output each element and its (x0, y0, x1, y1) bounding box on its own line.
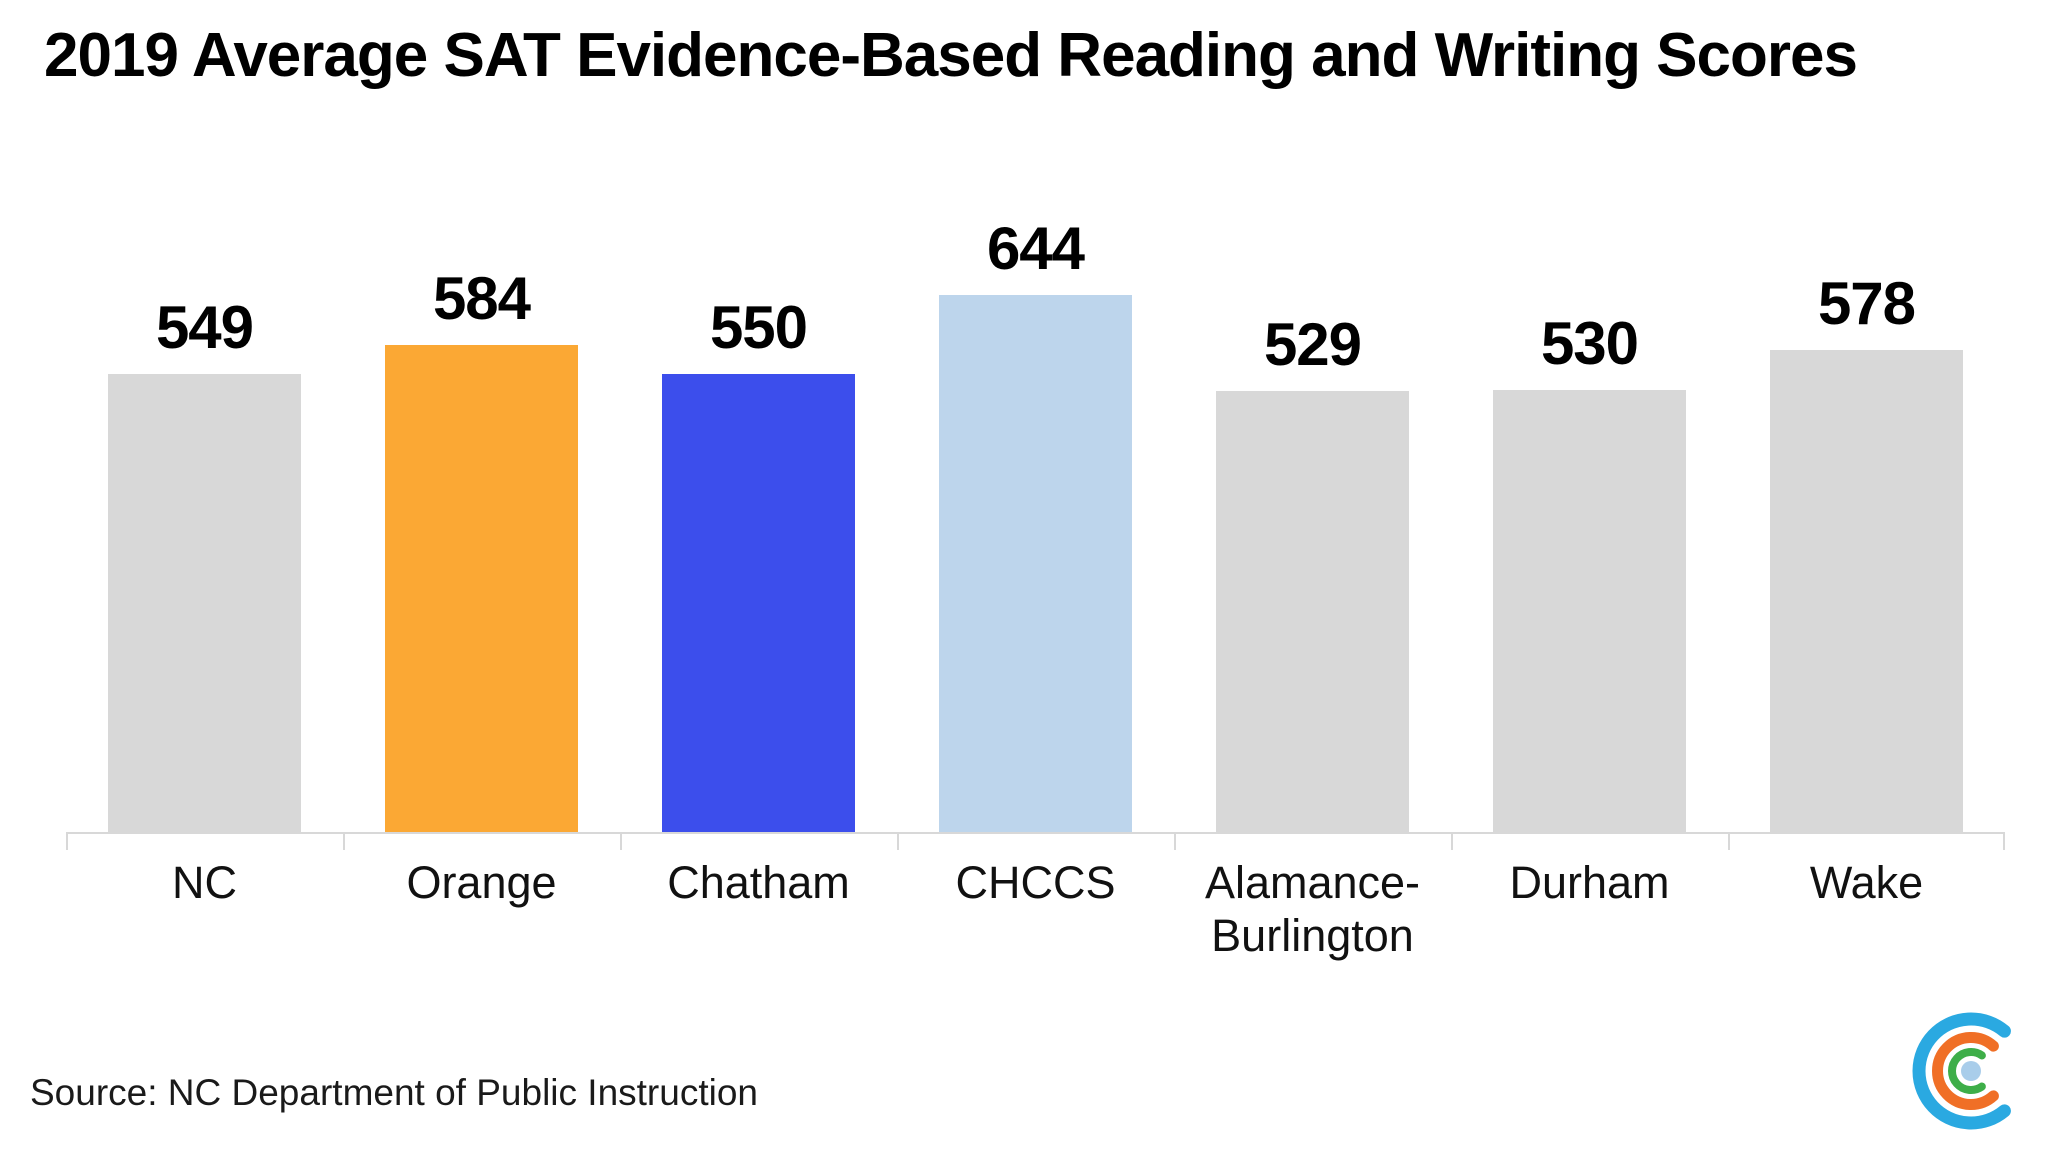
x-axis-label: Chatham (667, 857, 850, 908)
x-axis-tick (1451, 832, 1453, 850)
bar (385, 345, 578, 833)
x-axis-label: NC (172, 857, 237, 908)
bar-group: 549 (66, 200, 343, 833)
bar (1216, 391, 1409, 833)
bar-value-label: 530 (1540, 310, 1639, 377)
x-axis-label: CHCCS (955, 857, 1116, 908)
bar-group: 530 (1451, 200, 1728, 833)
x-axis-tick (1174, 832, 1176, 850)
bar (1770, 350, 1963, 833)
x-axis-tick (897, 832, 899, 850)
x-axis-tick (2003, 832, 2005, 850)
bar (662, 374, 855, 833)
bar-group: 550 (620, 200, 897, 833)
bar-value-label: 644 (986, 215, 1085, 282)
x-axis-label: Wake (1809, 857, 1924, 908)
bar-value-label: 584 (432, 265, 531, 332)
logo-inner-arc (1948, 1048, 1986, 1094)
x-axis-tick (343, 832, 345, 850)
x-axis-tick (66, 832, 68, 850)
bar (1493, 390, 1686, 833)
logo-middle-arc (1932, 1032, 1999, 1110)
bar-group: 644 (897, 200, 1174, 833)
x-axis-labels: NC Orange Chatham CHCCS Alamance- Burlington… (66, 856, 2005, 962)
logo-center-dot (1961, 1061, 1981, 1081)
x-axis-tick (620, 832, 622, 850)
source-attribution: Source: NC Department of Public Instruct… (30, 1072, 758, 1113)
bar (108, 374, 301, 833)
x-axis-label: Durham (1509, 857, 1670, 908)
x-axis-label: Alamance- Burlington (1204, 857, 1421, 962)
chart-title: 2019 Average SAT Evidence-Based Reading … (44, 21, 1858, 90)
bar-group: 578 (1728, 200, 2005, 833)
concentric-c-logo-icon (1912, 1012, 2011, 1130)
x-axis-tick (1728, 832, 1730, 850)
x-axis-label: Orange (406, 857, 557, 908)
bar-chart-plot: 549 584 550 644 529 530 578 (66, 200, 2005, 833)
bar-value-label: 529 (1263, 311, 1362, 378)
bar-group: 584 (343, 200, 620, 833)
logo-outer-arc (1912, 1012, 2011, 1130)
bar-value-label: 549 (155, 294, 254, 361)
bar-value-label: 550 (709, 294, 808, 361)
bar-value-label: 578 (1817, 270, 1916, 337)
x-axis-ticks (66, 832, 2005, 850)
bar (939, 295, 1132, 833)
x-axis-line (66, 832, 2005, 834)
bar-group: 529 (1174, 200, 1451, 833)
